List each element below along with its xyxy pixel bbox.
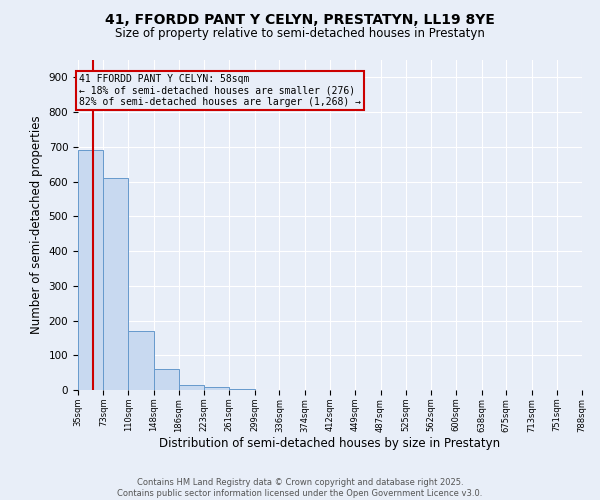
Text: Contains HM Land Registry data © Crown copyright and database right 2025.
Contai: Contains HM Land Registry data © Crown c… xyxy=(118,478,482,498)
Bar xyxy=(179,385,204,390)
Text: 41 FFORDD PANT Y CELYN: 58sqm
← 18% of semi-detached houses are smaller (276)
82: 41 FFORDD PANT Y CELYN: 58sqm ← 18% of s… xyxy=(79,74,361,107)
Bar xyxy=(154,369,179,390)
Text: 41, FFORDD PANT Y CELYN, PRESTATYN, LL19 8YE: 41, FFORDD PANT Y CELYN, PRESTATYN, LL19… xyxy=(105,12,495,26)
Bar xyxy=(103,178,128,390)
X-axis label: Distribution of semi-detached houses by size in Prestatyn: Distribution of semi-detached houses by … xyxy=(160,437,500,450)
Y-axis label: Number of semi-detached properties: Number of semi-detached properties xyxy=(30,116,43,334)
Text: Size of property relative to semi-detached houses in Prestatyn: Size of property relative to semi-detach… xyxy=(115,28,485,40)
Bar xyxy=(128,331,154,390)
Bar xyxy=(204,387,229,390)
Bar xyxy=(78,150,103,390)
